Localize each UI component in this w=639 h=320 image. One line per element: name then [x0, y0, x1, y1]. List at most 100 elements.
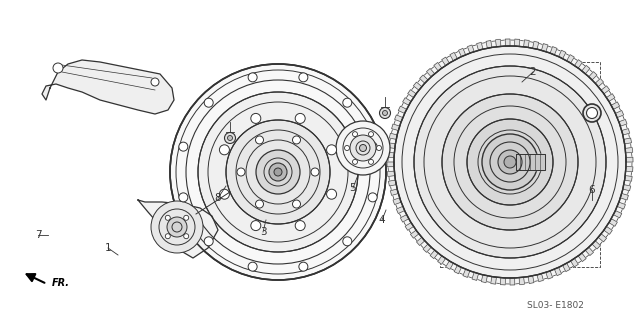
Polygon shape: [138, 200, 218, 258]
Polygon shape: [477, 42, 483, 50]
Polygon shape: [387, 171, 395, 176]
Circle shape: [350, 135, 376, 161]
Circle shape: [414, 66, 606, 258]
Circle shape: [269, 163, 287, 181]
Polygon shape: [546, 271, 553, 279]
Polygon shape: [405, 223, 413, 230]
Polygon shape: [523, 40, 529, 47]
Polygon shape: [387, 152, 394, 157]
Circle shape: [170, 64, 386, 280]
Polygon shape: [392, 124, 399, 131]
Circle shape: [498, 150, 522, 174]
Circle shape: [343, 98, 352, 107]
Polygon shape: [582, 65, 590, 74]
Polygon shape: [387, 162, 394, 167]
Polygon shape: [430, 250, 438, 259]
Polygon shape: [620, 194, 628, 200]
Circle shape: [166, 215, 171, 220]
Circle shape: [250, 113, 261, 124]
Circle shape: [587, 108, 597, 118]
Polygon shape: [510, 278, 515, 285]
Circle shape: [583, 104, 601, 122]
Circle shape: [226, 120, 330, 224]
Polygon shape: [450, 52, 458, 61]
Circle shape: [237, 168, 245, 176]
Polygon shape: [571, 259, 578, 267]
Circle shape: [167, 217, 187, 237]
Polygon shape: [403, 98, 411, 105]
Circle shape: [360, 145, 367, 151]
Circle shape: [219, 145, 229, 155]
Polygon shape: [615, 110, 624, 118]
Polygon shape: [619, 119, 627, 126]
Circle shape: [204, 98, 213, 107]
Circle shape: [380, 108, 390, 118]
Circle shape: [368, 142, 377, 151]
Polygon shape: [393, 198, 401, 204]
Text: 3: 3: [259, 227, 266, 237]
Circle shape: [299, 262, 308, 271]
Circle shape: [343, 237, 352, 246]
Circle shape: [467, 119, 553, 205]
Polygon shape: [413, 82, 422, 90]
Polygon shape: [426, 68, 435, 77]
Circle shape: [327, 189, 337, 199]
Circle shape: [53, 63, 63, 73]
Circle shape: [388, 40, 632, 284]
Polygon shape: [398, 106, 406, 113]
Polygon shape: [617, 202, 626, 209]
Polygon shape: [601, 86, 610, 94]
Polygon shape: [622, 129, 629, 135]
Circle shape: [224, 132, 236, 143]
Circle shape: [482, 134, 538, 190]
Circle shape: [250, 220, 261, 231]
Polygon shape: [505, 39, 510, 46]
Polygon shape: [567, 55, 574, 63]
Circle shape: [293, 136, 300, 144]
Circle shape: [248, 73, 257, 82]
Circle shape: [183, 215, 189, 220]
Polygon shape: [459, 48, 466, 57]
Polygon shape: [500, 278, 505, 285]
Polygon shape: [410, 230, 419, 238]
Circle shape: [166, 234, 171, 239]
Circle shape: [151, 201, 203, 253]
Text: FR.: FR.: [52, 278, 70, 288]
Polygon shape: [541, 44, 548, 52]
Circle shape: [299, 73, 308, 82]
Polygon shape: [623, 185, 631, 191]
Polygon shape: [495, 39, 501, 47]
Text: 8: 8: [215, 193, 221, 203]
Text: SL03- E1802: SL03- E1802: [527, 301, 583, 310]
Polygon shape: [533, 41, 539, 49]
Polygon shape: [396, 206, 404, 213]
Polygon shape: [519, 277, 525, 284]
Polygon shape: [613, 211, 622, 218]
Polygon shape: [585, 247, 594, 256]
Polygon shape: [514, 39, 520, 46]
Polygon shape: [626, 157, 633, 162]
Polygon shape: [625, 148, 633, 153]
Circle shape: [504, 156, 516, 168]
Polygon shape: [558, 50, 566, 59]
Polygon shape: [438, 256, 445, 264]
Circle shape: [336, 121, 390, 175]
Polygon shape: [442, 57, 449, 66]
Circle shape: [256, 150, 300, 194]
Polygon shape: [446, 261, 453, 269]
Circle shape: [227, 135, 233, 140]
Polygon shape: [589, 72, 597, 80]
Polygon shape: [598, 234, 606, 242]
Text: 5: 5: [350, 183, 357, 193]
Circle shape: [219, 189, 229, 199]
Polygon shape: [574, 60, 582, 68]
Circle shape: [274, 168, 282, 176]
Circle shape: [353, 132, 357, 137]
Circle shape: [204, 237, 213, 246]
Polygon shape: [417, 237, 425, 245]
Circle shape: [198, 92, 358, 252]
Circle shape: [369, 159, 374, 164]
Circle shape: [295, 220, 305, 231]
Polygon shape: [578, 253, 586, 261]
Polygon shape: [401, 215, 409, 222]
